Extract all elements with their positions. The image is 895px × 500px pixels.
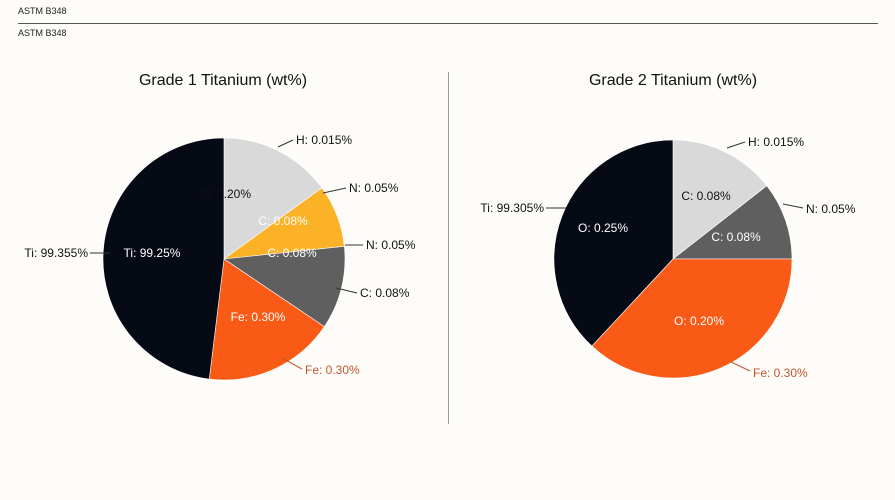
pie-slice-2-1 bbox=[672, 185, 793, 260]
callout-line-n-grade-2 bbox=[782, 203, 804, 209]
callout-line-h-grade-2 bbox=[726, 141, 746, 149]
pie-slice-1-2 bbox=[223, 246, 346, 328]
slice-label-o-orange-grade-2: O: 0.20% bbox=[674, 314, 724, 328]
callout-ti-grade-2: Ti: 99.305% bbox=[480, 201, 544, 215]
slice-labels-grade-1: O: 0.20% C: 0.08% C: 0.08% Fe: 0.30% Ti:… bbox=[124, 187, 317, 324]
pie-slice-2-2 bbox=[591, 258, 793, 379]
callout-line-fe-grade-2 bbox=[730, 361, 751, 372]
pie-slice-1-3 bbox=[208, 258, 325, 381]
callout-fe-grade-1: Fe: 0.30% bbox=[305, 363, 360, 377]
callout-n-grade-1: N: 0.05% bbox=[349, 181, 399, 195]
pie-slices-grade-2 bbox=[553, 139, 793, 379]
slice-label-o-grade-1: O: 0.20% bbox=[201, 187, 251, 201]
chart-divider bbox=[448, 72, 449, 424]
pie-slice-1-0 bbox=[223, 137, 323, 260]
pie-chart-grade-2: Grade 2 Titanium (wt%) C: 0.08% C: 0.08%… bbox=[480, 72, 855, 380]
chart-title-grade-1: Grade 1 Titanium (wt%) bbox=[139, 72, 307, 89]
callouts-grade-1 bbox=[90, 139, 363, 370]
callout-line-n-grade-1 bbox=[322, 187, 347, 194]
slice-label-fe-grade-1: Fe: 0.30% bbox=[231, 310, 286, 324]
pie-slice-2-3 bbox=[553, 139, 674, 347]
slice-label-c-gray-grade-1: C: 0.08% bbox=[267, 246, 317, 260]
callout-c-grade-1: C: 0.08% bbox=[360, 286, 410, 300]
top-header-text: ASTM B348 bbox=[18, 6, 878, 24]
slice-labels-grade-2: C: 0.08% C: 0.08% O: 0.20% O: 0.25% bbox=[578, 189, 761, 328]
callout-line-c-grade-1 bbox=[335, 287, 358, 294]
callout-n2-grade-1: N: 0.05% bbox=[366, 238, 416, 252]
slice-label-c-gray-grade-2: C: 0.08% bbox=[711, 230, 761, 244]
sub-header-text: ASTM B348 bbox=[18, 28, 67, 38]
pie-chart-grade-1: Grade 1 Titanium (wt%) O: 0.20% C: 0.08%… bbox=[24, 72, 416, 381]
slice-label-c-light-grade-2: C: 0.08% bbox=[681, 189, 731, 203]
callout-line-h-grade-1 bbox=[277, 139, 294, 148]
callouts-grade-2 bbox=[546, 141, 804, 372]
callout-h-grade-2: H: 0.015% bbox=[748, 135, 804, 149]
callout-ti-grade-1: Ti: 99.355% bbox=[24, 246, 88, 260]
pie-slice-2-0 bbox=[672, 139, 768, 260]
slice-label-o-dark-grade-2: O: 0.25% bbox=[578, 221, 628, 235]
chart-title-grade-2: Grade 2 Titanium (wt%) bbox=[589, 72, 757, 89]
pie-slices-grade-1 bbox=[102, 137, 346, 381]
slice-label-c-yellow-grade-1: C: 0.08% bbox=[258, 214, 308, 228]
pie-slice-1-4 bbox=[102, 137, 225, 380]
callout-line-fe-grade-1 bbox=[281, 357, 303, 370]
callout-n-grade-2: N: 0.05% bbox=[806, 202, 856, 216]
callout-fe-grade-2: Fe: 0.30% bbox=[753, 366, 808, 380]
callout-h-grade-1: H: 0.015% bbox=[296, 133, 352, 147]
callout-texts-grade-1: H: 0.015% N: 0.05% N: 0.05% C: 0.08% Fe:… bbox=[24, 133, 415, 377]
slice-label-ti-grade-1: Ti: 99.25% bbox=[124, 246, 181, 260]
callout-texts-grade-2: H: 0.015% N: 0.05% Fe: 0.30% Ti: 99.305% bbox=[480, 135, 855, 380]
